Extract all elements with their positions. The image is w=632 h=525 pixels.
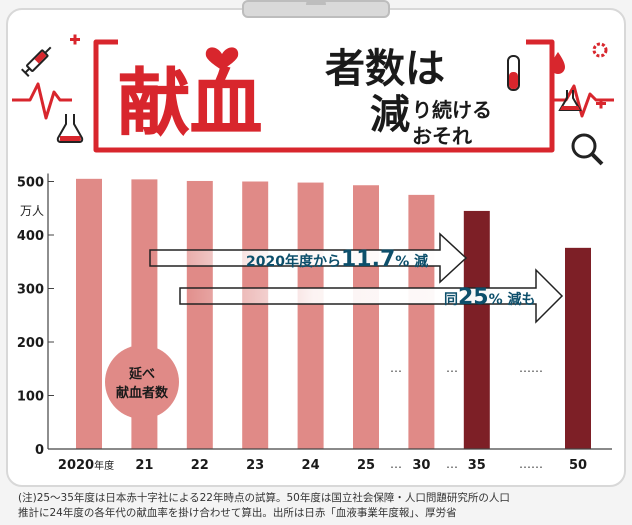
title: 献血 者数は 減 り続ける おそれ xyxy=(118,46,493,148)
flask-icon xyxy=(56,114,84,143)
y-tick-label: 200 xyxy=(17,336,44,351)
title-frame xyxy=(93,39,555,153)
x-tick-label: 2020年度 xyxy=(58,458,114,473)
y-tick-label: 300 xyxy=(17,283,44,298)
annotation-2-post: % 減も xyxy=(489,291,536,308)
title-sub2-big: 減 xyxy=(370,92,410,138)
bars xyxy=(76,178,591,450)
ellipsis-marker: …… xyxy=(519,361,543,375)
magnifier-icon xyxy=(571,133,604,166)
clipboard-clip xyxy=(242,0,390,18)
x-tick-label: 25 xyxy=(357,458,375,473)
bar xyxy=(565,247,591,449)
y-tick-label: 0 xyxy=(35,443,44,458)
ellipsis-marker: …… xyxy=(519,457,543,471)
annotation-1-pre: 2020年度から xyxy=(246,253,341,270)
footnote: (注)25〜35年度は日本赤十字社による22年時点の試算。50年度は国立社会保障… xyxy=(18,491,618,521)
x-axis: 2020年度 21 22 23 24 25 30 35 50 xyxy=(48,448,612,473)
gear-icon xyxy=(592,42,608,58)
legend-circle-bg xyxy=(105,345,179,419)
bar xyxy=(76,178,102,449)
annotation-2-number: 25 xyxy=(458,285,489,310)
bar xyxy=(408,194,435,449)
annotation-arrow-1: 2020年度から11.7% 減 xyxy=(110,232,468,284)
annotation-1-text: 2020年度から11.7% 減 xyxy=(246,247,428,272)
ellipsis-marker: … xyxy=(446,457,458,471)
y-tick-label: 500 xyxy=(17,176,44,191)
infographic: 献血 者数は 減 り続ける おそれ 0 100 200 300 400 500 万人 20… xyxy=(12,34,614,473)
annotation-1-number: 11.7 xyxy=(341,247,395,272)
bar xyxy=(463,210,490,449)
x-tick-label: 50 xyxy=(569,458,587,473)
legend-circle: 延べ 献血者数 xyxy=(105,345,179,419)
annotation-2-text: 同25% 減も xyxy=(444,285,536,310)
bar xyxy=(297,182,324,449)
legend-circle-line2: 献血者数 xyxy=(116,385,169,401)
x-tick-label: 24 xyxy=(302,458,320,473)
plus-icon xyxy=(70,34,606,109)
x-tick-label: 22 xyxy=(191,458,209,473)
y-unit: 万人 xyxy=(20,204,44,218)
beaker-icon xyxy=(558,90,582,111)
header-decoration xyxy=(12,34,614,166)
test-tube-icon xyxy=(507,55,520,91)
annotation-1-post: % 減 xyxy=(395,253,428,270)
x-tick-label: 21 xyxy=(135,458,153,473)
footnote-line-1: (注)25〜35年度は日本赤十字社による22年時点の試算。50年度は国立社会保障… xyxy=(18,492,510,504)
annotation-2-pre: 同 xyxy=(444,292,458,308)
y-tick-label: 400 xyxy=(17,229,44,244)
ellipsis-marker: … xyxy=(390,361,402,375)
title-sub3: おそれ xyxy=(412,124,472,148)
footnote-line-2: 推計に24年度の各年代の献血率を掛け合わせて算出。出所は日赤「血液事業年度報」、… xyxy=(18,507,457,519)
title-main: 献血 xyxy=(118,61,262,145)
title-sub1: 者数は xyxy=(325,46,445,92)
x-tick-label: 23 xyxy=(246,458,264,473)
bar xyxy=(186,180,213,449)
x-tick-label: 35 xyxy=(468,458,486,473)
heartbeat-line-left xyxy=(12,82,72,120)
blood-drop-icon xyxy=(551,52,565,74)
ellipsis-markers: …………………… xyxy=(390,361,543,471)
heart-icon xyxy=(205,47,239,70)
title-sub2-small: り続ける xyxy=(412,98,492,122)
heartbeat-line-right xyxy=(552,84,614,118)
ellipsis-marker: … xyxy=(390,457,402,471)
bar xyxy=(353,185,379,449)
syringe-icon xyxy=(21,46,52,77)
ellipsis-marker: … xyxy=(446,361,458,375)
legend-circle-line1: 延べ xyxy=(128,366,155,382)
annotation-arrow-2: 同25% 減も xyxy=(110,268,564,324)
y-tick-label: 100 xyxy=(17,390,44,405)
x-tick-label: 30 xyxy=(412,458,430,473)
bar xyxy=(242,181,269,449)
